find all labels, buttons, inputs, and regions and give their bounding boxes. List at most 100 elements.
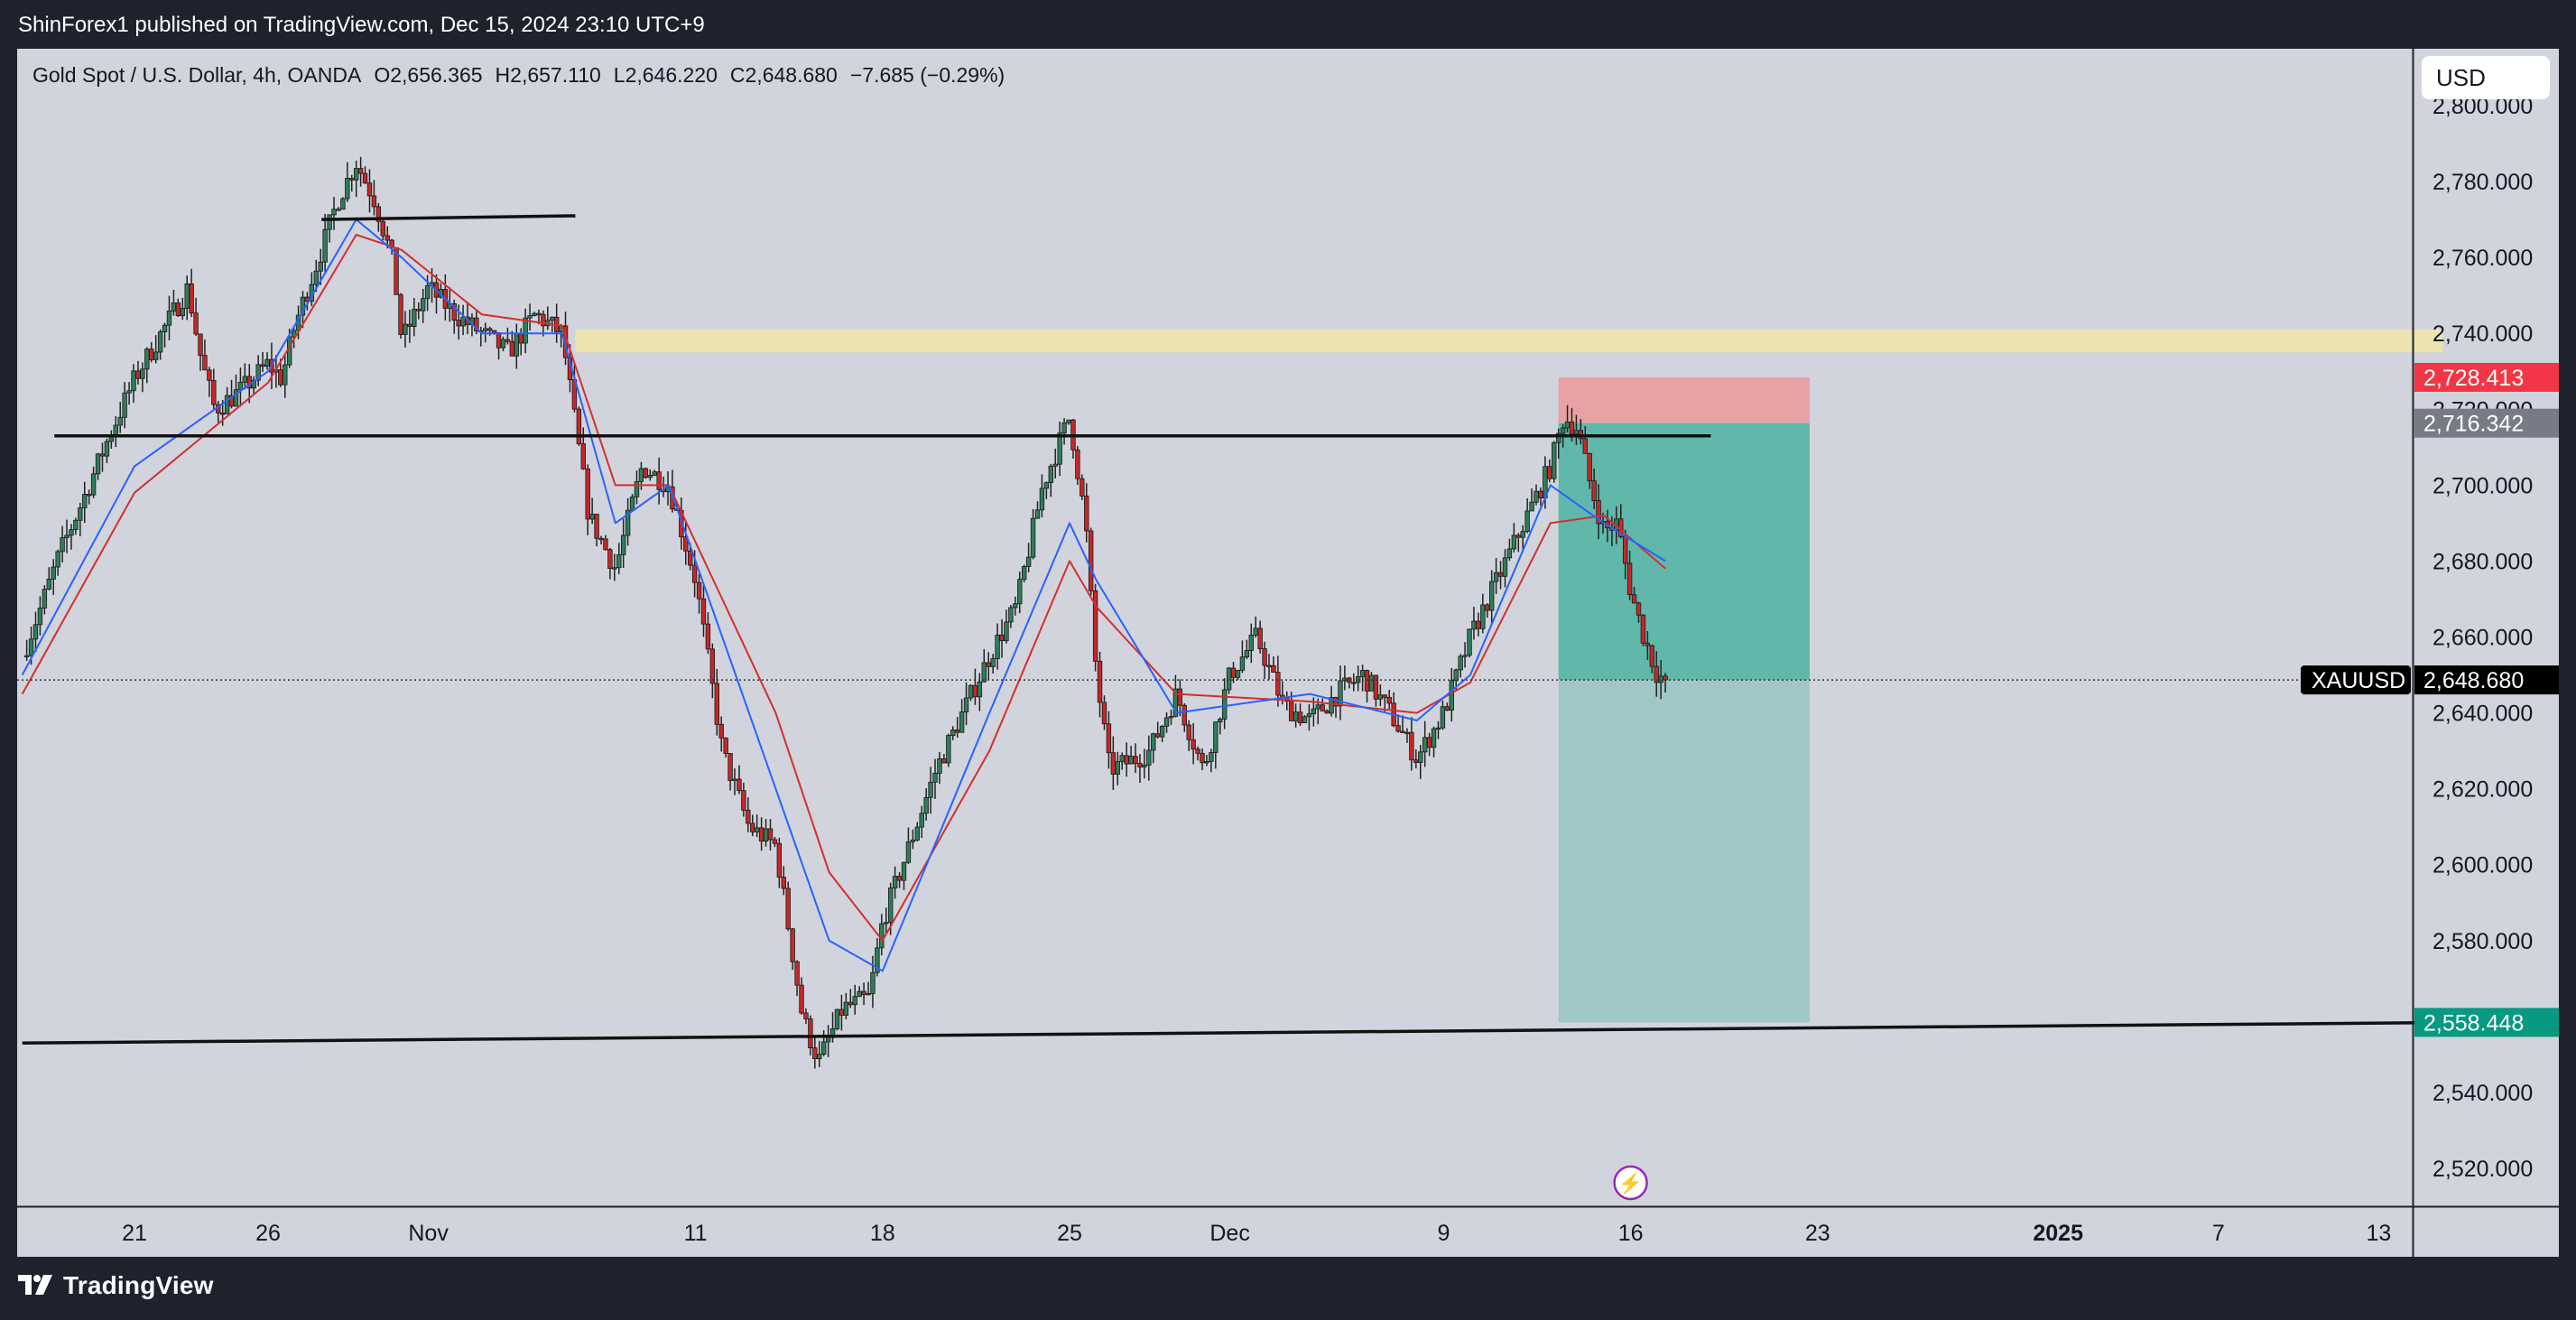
candle-body (242, 376, 248, 383)
candle-body (603, 538, 608, 551)
candle-body (207, 369, 212, 381)
candle-body (852, 996, 857, 1006)
candle-body (954, 730, 960, 733)
candle-body (758, 827, 764, 842)
candle-body (714, 683, 719, 725)
candle-body (1101, 702, 1107, 725)
candle-body (1569, 421, 1575, 435)
candle-body (1302, 716, 1308, 723)
candle-body (638, 468, 644, 482)
candle-body (1649, 645, 1654, 667)
y-tick-label: 2,540.000 (2432, 1081, 2533, 1106)
candle-body (144, 349, 150, 370)
candle-body (46, 579, 51, 590)
candle-body (1230, 667, 1237, 678)
candle-body (336, 209, 341, 211)
candle-body (977, 681, 983, 698)
candle-body (420, 298, 426, 311)
candle-body (812, 1047, 818, 1060)
candle-body (750, 823, 755, 832)
currency-button[interactable]: USD (2422, 56, 2550, 99)
candle-body (483, 328, 488, 331)
candle-body (1146, 749, 1152, 766)
candle-body (518, 333, 524, 344)
candle-body (941, 758, 947, 764)
candle-body (69, 529, 74, 536)
candle-body (1626, 562, 1633, 596)
candle-body (732, 778, 737, 781)
x-tick-label: 9 (1437, 1221, 1450, 1246)
candle-body (1213, 721, 1219, 753)
candle-body (1257, 627, 1263, 649)
candle-body (1364, 670, 1370, 692)
candle-body (1573, 430, 1580, 435)
candle-body (1587, 452, 1592, 482)
candle-body (283, 364, 288, 386)
candle-body (1582, 438, 1588, 454)
candle-body (1013, 603, 1018, 609)
candle-body (834, 1009, 840, 1029)
candle-body (1137, 763, 1143, 767)
tradingview-logo-icon (18, 1275, 52, 1295)
candle-body (785, 888, 791, 930)
candle-body (598, 537, 604, 541)
lightning-icon: ⚡ (1618, 1172, 1643, 1195)
x-tick-label: 13 (2366, 1221, 2391, 1246)
candle-body (42, 589, 48, 609)
candle-body (999, 634, 1005, 642)
candle-body (870, 971, 876, 994)
candle-body (1426, 737, 1432, 748)
candle-body (1293, 711, 1299, 721)
candle-body (737, 778, 742, 792)
candle-body (879, 923, 885, 949)
candle-body (340, 198, 346, 210)
candle-body (474, 317, 479, 332)
target-price-label: 2,558.448 (2423, 1010, 2524, 1036)
candle-body (589, 514, 595, 520)
candle-body (460, 316, 466, 327)
candle-body (1030, 517, 1036, 558)
candle-body (1266, 665, 1272, 667)
candle-body (612, 567, 617, 570)
candle-body (1453, 669, 1459, 682)
candle-body (322, 228, 328, 263)
legend-open: O2,656.365 (374, 63, 483, 87)
candle-body (211, 379, 217, 405)
candle-body (500, 339, 506, 349)
chart-frame[interactable]: ⚡ 2,800.000 2,780.000 2,760.000 2,740.000 2,7… (17, 49, 2559, 1257)
candle-body (523, 317, 528, 344)
candle-body (496, 332, 502, 349)
price-chart[interactable]: ⚡2,800.0002,780.0002,760.0002,740.0002,7… (17, 49, 2559, 1257)
candle-body (550, 316, 555, 321)
trendline-2 (321, 214, 576, 221)
candle-body (866, 992, 871, 996)
candle-body (131, 370, 136, 392)
candle-body (1493, 572, 1499, 582)
x-tick-label: 26 (255, 1221, 281, 1246)
candle-body (1418, 751, 1423, 763)
ema-fast-line (21, 218, 1666, 972)
candle-body (1043, 482, 1050, 489)
candle-body (327, 214, 332, 230)
candle-body (1021, 566, 1027, 581)
candle-body (861, 990, 866, 995)
tradingview-logo[interactable]: TradingView (18, 1271, 214, 1300)
candle-body (1488, 581, 1495, 611)
candle-body (122, 392, 127, 418)
candle-body (23, 655, 30, 658)
candle-body (808, 1018, 813, 1049)
y-tick-label: 2,680.000 (2432, 549, 2533, 574)
candle-body (318, 261, 323, 272)
candle-body (82, 494, 88, 508)
candle-body (353, 168, 359, 181)
candle-body (149, 349, 154, 360)
candle-body (875, 947, 880, 973)
candle-body (1395, 725, 1401, 732)
candle-body (1128, 756, 1134, 765)
candle-body (1400, 730, 1405, 733)
candle-body (532, 312, 537, 317)
candle-body (1154, 733, 1161, 738)
candle-body (73, 519, 79, 531)
candle-body (536, 312, 542, 316)
y-tick-label: 2,700.000 (2432, 473, 2533, 498)
